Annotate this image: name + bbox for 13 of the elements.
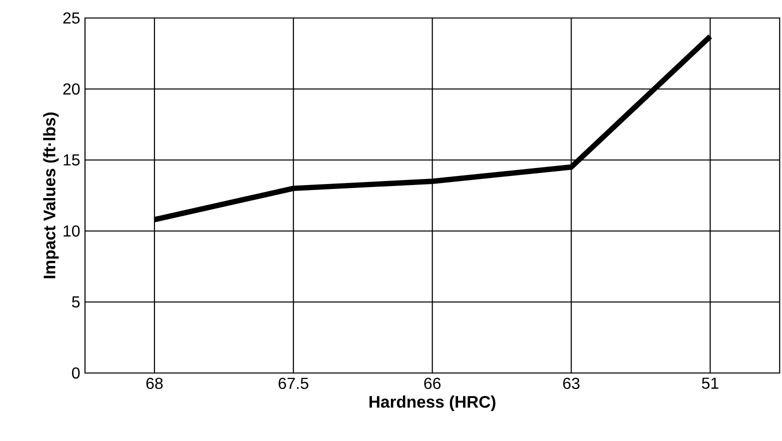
x-tick-label: 66	[424, 378, 441, 390]
y-axis-title: Impact Values (ft·lbs)	[43, 112, 59, 278]
y-tick-label: 20	[63, 83, 80, 95]
y-tick-label: 25	[63, 12, 80, 24]
x-tick-label: 67.5	[278, 378, 308, 390]
x-tick-label: 63	[563, 378, 580, 390]
y-tick-label: 15	[64, 154, 80, 166]
x-axis-title: Hardness (HRC)	[370, 396, 496, 412]
x-tick-label: 68	[146, 378, 163, 390]
y-tick-label: 5	[72, 296, 80, 308]
x-tick-label: 51	[702, 378, 718, 389]
y-tick-label: 10	[64, 225, 80, 237]
y-tick-label: 0	[72, 367, 80, 379]
